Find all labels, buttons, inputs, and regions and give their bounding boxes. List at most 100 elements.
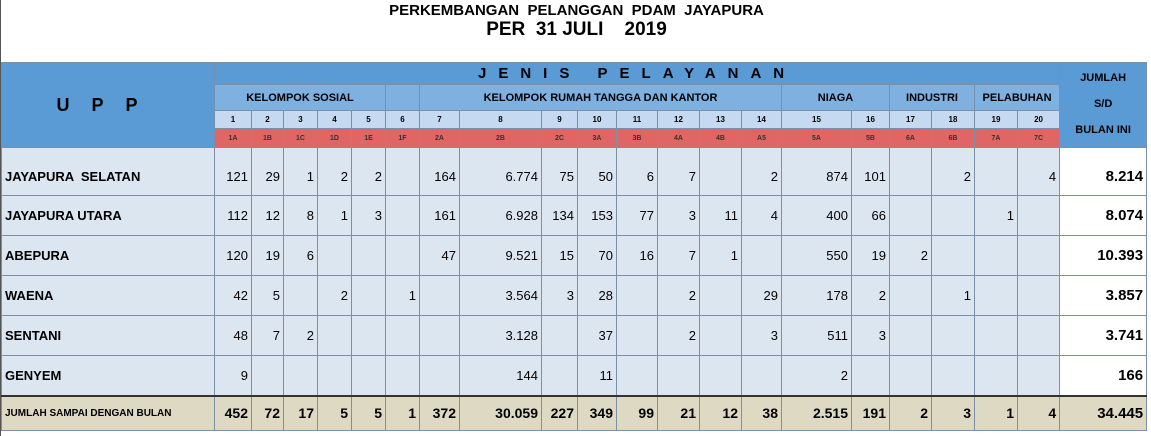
value-cell: 6 <box>283 235 318 276</box>
table-row: UPP JENIS PELAYANAN JUMLAH S/D BULAN INI <box>1 62 1148 148</box>
value-cell: 2 <box>657 275 700 316</box>
value-cell: 2 <box>317 147 352 196</box>
column-code: 2B <box>459 128 542 148</box>
column-number: 15 <box>781 110 852 129</box>
value-cell <box>385 315 420 356</box>
value-cell: 153 <box>577 195 617 236</box>
summary-label: JUMLAH SAMPAI DENGAN BULAN <box>1 394 215 431</box>
value-cell <box>699 315 742 356</box>
value-cell <box>251 355 284 396</box>
table-row: JUMLAH SAMPAI DENGAN BULAN 452 72 17 5 5 1 372 3… <box>1 394 1148 431</box>
value-cell <box>889 355 932 396</box>
column-code: 2C <box>541 128 578 148</box>
column-number: 10 <box>577 110 617 129</box>
value-cell <box>657 355 700 396</box>
value-cell: 50 <box>577 147 617 196</box>
column-number: 1 <box>214 110 252 129</box>
value-cell <box>931 235 975 276</box>
column-code: 1A <box>214 128 252 148</box>
column-number: 12 <box>657 110 700 129</box>
summary-cell: 372 <box>419 394 460 431</box>
column-number: 6 <box>385 110 420 129</box>
table-row: ABEPURA 120 19 6 47 9.521 15 70 16 7 1 550 19 2 10.393 <box>1 235 1148 276</box>
summary-cell: 452 <box>214 394 252 431</box>
column-number: 13 <box>699 110 742 129</box>
value-cell <box>283 275 318 316</box>
value-cell: 3 <box>741 315 782 356</box>
value-cell: 19 <box>251 235 284 276</box>
column-code: 6A <box>889 128 932 148</box>
value-cell: 7 <box>657 147 700 196</box>
value-cell: 120 <box>214 235 252 276</box>
column-code: 1C <box>283 128 318 148</box>
summary-cell: 72 <box>251 394 284 431</box>
column-number: 5 <box>351 110 386 129</box>
group-header: INDUSTRI <box>889 84 975 111</box>
value-cell <box>931 315 975 356</box>
value-cell <box>317 315 352 356</box>
column-code: 4B <box>699 128 742 148</box>
title: PERKEMBANGAN PELANGGAN PDAM JAYAPURA <box>389 2 764 19</box>
column-number: 14 <box>741 110 782 129</box>
summary-cell: 1 <box>974 394 1018 431</box>
group-header: NIAGA <box>781 84 890 111</box>
value-cell: 400 <box>781 195 852 236</box>
value-cell: 70 <box>577 235 617 276</box>
value-cell <box>419 315 460 356</box>
summary-cell: 38 <box>741 394 782 431</box>
value-cell <box>974 147 1018 196</box>
column-code: 1D <box>317 128 352 148</box>
column-number: 20 <box>1016 110 1061 129</box>
value-cell: 2 <box>283 315 318 356</box>
value-cell: 164 <box>419 147 460 196</box>
value-cell <box>541 315 578 356</box>
value-cell: 42 <box>214 275 252 316</box>
value-cell <box>741 355 782 396</box>
value-cell <box>974 355 1018 396</box>
value-cell <box>385 195 420 236</box>
row-total: 166 <box>1059 355 1148 396</box>
value-cell: 47 <box>419 235 460 276</box>
value-cell: 3 <box>541 275 578 316</box>
value-cell: 511 <box>781 315 852 356</box>
column-number: 18 <box>931 110 975 129</box>
value-cell <box>974 275 1018 316</box>
column-code: 5A <box>781 128 852 148</box>
value-cell <box>351 275 386 316</box>
summary-cell: 191 <box>851 394 890 431</box>
value-cell: 9.521 <box>459 235 542 276</box>
value-cell: 77 <box>616 195 658 236</box>
value-cell: 144 <box>459 355 542 396</box>
group-header: KELOMPOK RUMAH TANGGA DAN KANTOR <box>419 84 782 111</box>
value-cell <box>1016 355 1061 396</box>
column-number: 2 <box>251 110 284 129</box>
value-cell: 874 <box>781 147 852 196</box>
jumlah-line: JUMLAH <box>1080 72 1127 84</box>
value-cell <box>419 275 460 316</box>
column-code: 2A <box>419 128 460 148</box>
value-cell: 6.774 <box>459 147 542 196</box>
column-code: 6B <box>931 128 975 148</box>
value-cell <box>616 355 658 396</box>
column-number: 19 <box>974 110 1018 129</box>
value-cell <box>385 235 420 276</box>
value-cell: 3 <box>657 195 700 236</box>
upp-name: GENYEM <box>1 355 215 396</box>
value-cell <box>1016 195 1061 236</box>
value-cell: 2 <box>889 235 932 276</box>
summary-cell: 5 <box>317 394 352 431</box>
value-cell <box>317 355 352 396</box>
column-number: 7 <box>419 110 460 129</box>
summary-cell: 4 <box>1016 394 1061 431</box>
value-cell <box>1016 235 1061 276</box>
row-total: 10.393 <box>1059 235 1148 276</box>
value-cell: 1 <box>699 235 742 276</box>
value-cell <box>1016 275 1061 316</box>
summary-cell: 17 <box>283 394 318 431</box>
column-code: 7C <box>1016 128 1061 148</box>
value-cell: 37 <box>577 315 617 356</box>
value-cell: 2 <box>657 315 700 356</box>
jumlah-header: JUMLAH S/D BULAN INI <box>1059 62 1148 148</box>
group-header: KELOMPOK SOSIAL <box>214 84 386 111</box>
column-code: 1F <box>385 128 420 148</box>
